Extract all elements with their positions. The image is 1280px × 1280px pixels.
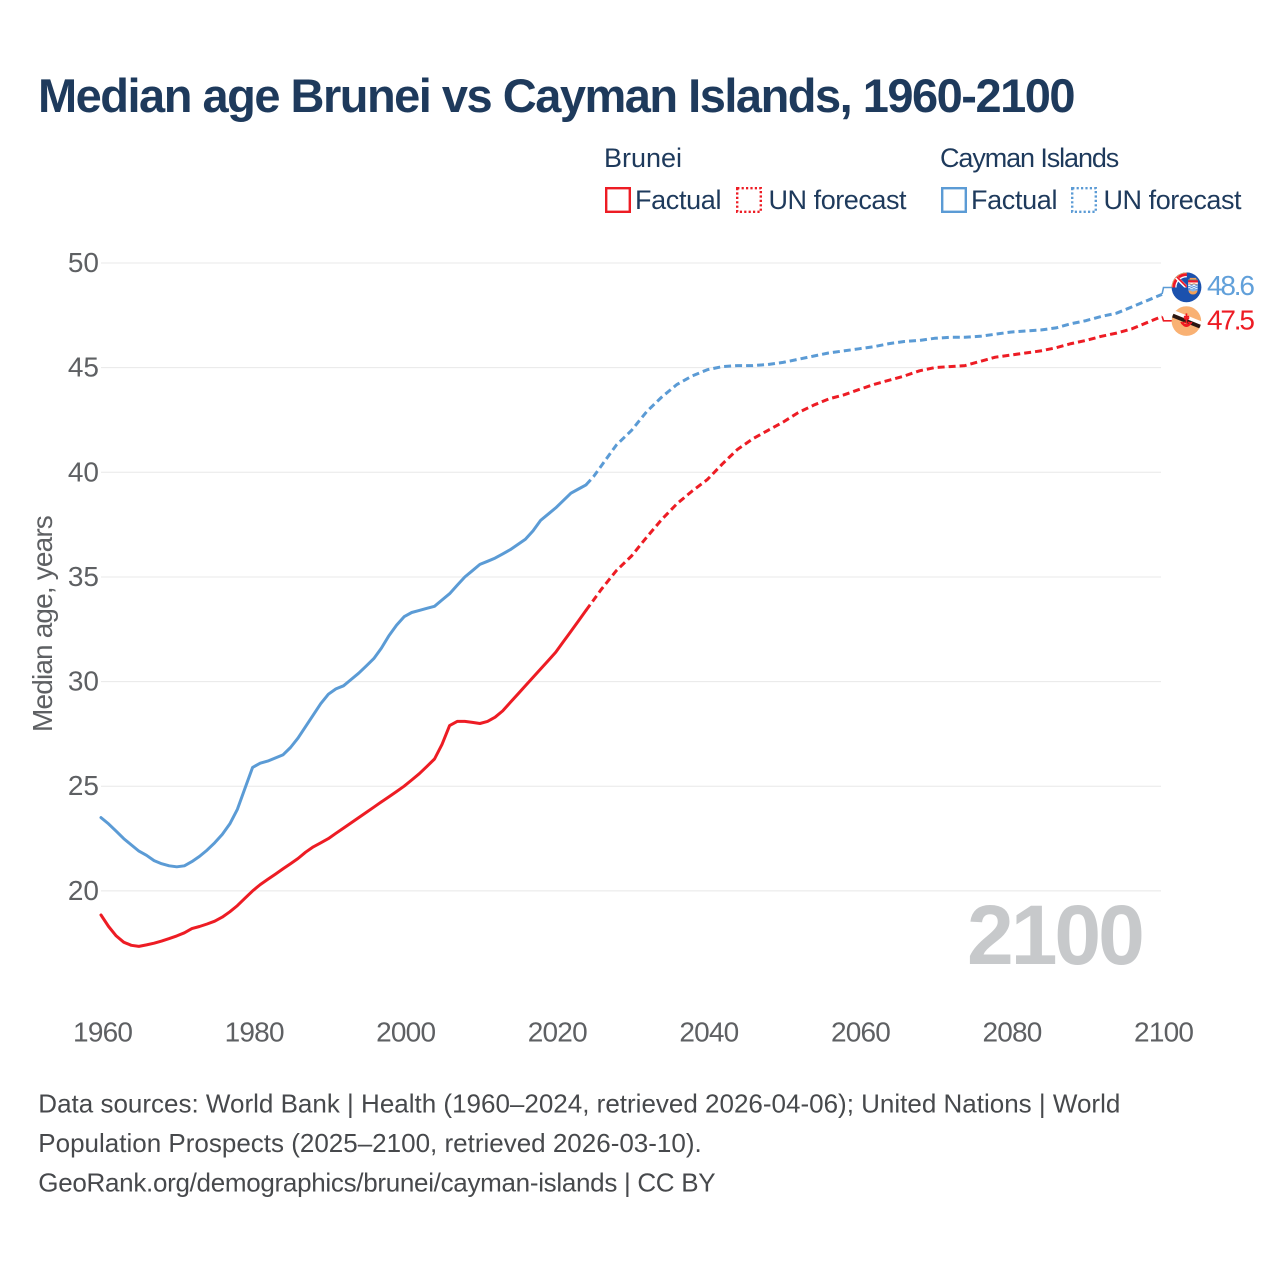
- svg-text:40: 40: [68, 456, 99, 487]
- svg-text:Data sources: World Bank | Hea: Data sources: World Bank | Health (1960–…: [38, 1089, 1120, 1119]
- svg-text:1980: 1980: [225, 1017, 284, 1048]
- svg-text:2080: 2080: [982, 1017, 1041, 1048]
- svg-text:2000: 2000: [376, 1017, 435, 1048]
- svg-text:2060: 2060: [831, 1017, 890, 1048]
- svg-text:45: 45: [68, 352, 99, 383]
- svg-text:Median age Brunei vs Cayman Is: Median age Brunei vs Cayman Islands, 196…: [38, 69, 1074, 122]
- svg-text:2020: 2020: [528, 1017, 587, 1048]
- svg-text:Cayman Islands: Cayman Islands: [940, 143, 1119, 173]
- svg-text:47.5: 47.5: [1207, 305, 1254, 336]
- svg-text:UN forecast: UN forecast: [1104, 185, 1243, 215]
- svg-text:50: 50: [68, 247, 99, 278]
- svg-text:Population Prospects (2025–210: Population Prospects (2025–2100, retriev…: [38, 1128, 701, 1158]
- svg-text:35: 35: [68, 561, 99, 592]
- svg-text:25: 25: [68, 770, 99, 801]
- svg-text:30: 30: [68, 666, 99, 697]
- svg-text:UN forecast: UN forecast: [769, 185, 908, 215]
- svg-text:20: 20: [68, 875, 99, 906]
- svg-text:48.6: 48.6: [1207, 270, 1254, 301]
- svg-text:Factual: Factual: [635, 185, 721, 215]
- svg-text:2040: 2040: [679, 1017, 738, 1048]
- svg-text:2100: 2100: [1134, 1017, 1193, 1048]
- svg-text:Brunei: Brunei: [604, 143, 682, 173]
- svg-text:2100: 2100: [967, 888, 1142, 982]
- svg-text:Factual: Factual: [971, 185, 1057, 215]
- svg-text:Median age, years: Median age, years: [27, 516, 58, 732]
- svg-text:1960: 1960: [73, 1017, 132, 1048]
- svg-text:GeoRank.org/demographics/brune: GeoRank.org/demographics/brunei/cayman-i…: [38, 1168, 715, 1198]
